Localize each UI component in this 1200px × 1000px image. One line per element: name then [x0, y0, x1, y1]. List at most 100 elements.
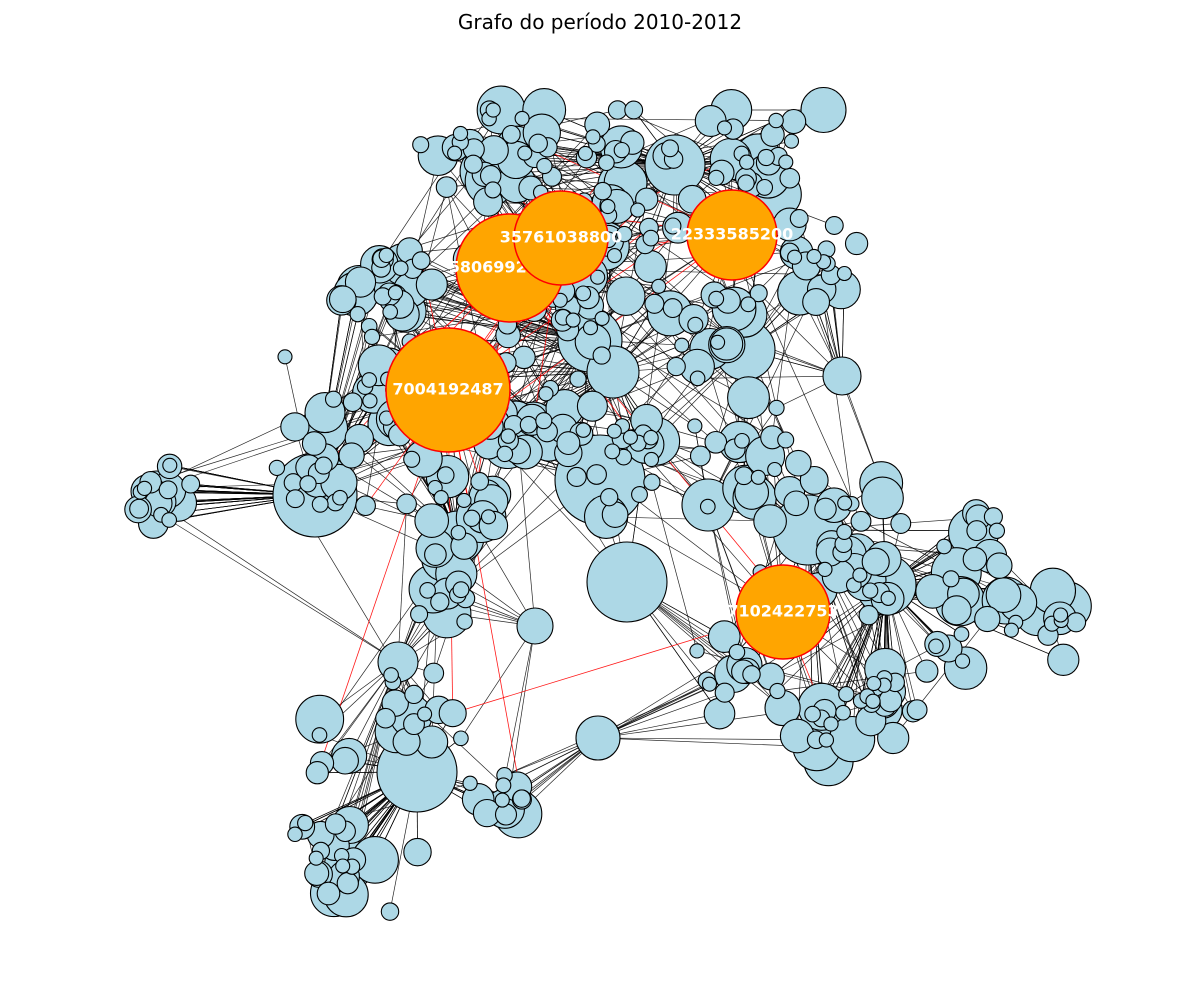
graph-node	[779, 167, 801, 189]
graph-node	[817, 561, 833, 578]
graph-node	[880, 590, 896, 606]
graph-node	[942, 570, 960, 588]
graph-node	[734, 432, 750, 449]
graph-node	[424, 543, 447, 566]
graph-node	[363, 328, 381, 346]
graph-node	[452, 125, 469, 142]
graph-node	[852, 567, 868, 583]
graph-node	[592, 346, 611, 365]
graph-node	[835, 704, 851, 721]
graph-node	[430, 592, 450, 612]
graph-node	[456, 613, 473, 630]
graph-node	[535, 412, 553, 430]
edge	[758, 292, 843, 377]
graph-node	[311, 727, 328, 743]
graph-node	[781, 108, 807, 135]
graph-node	[915, 659, 939, 683]
graph-node	[802, 288, 831, 316]
graph-node	[404, 684, 424, 705]
graph-node	[462, 775, 478, 791]
graph-node	[556, 431, 581, 456]
graph-node	[536, 157, 553, 175]
graph-node	[463, 154, 483, 174]
graph-node	[414, 503, 450, 538]
graph-node	[954, 653, 971, 669]
graph-node	[716, 120, 733, 136]
highlighted-node-label: 35761038800	[500, 228, 622, 247]
graph-node	[417, 706, 433, 722]
nodes-layer	[124, 85, 1092, 921]
highlighted-node-label: 22333585200	[671, 225, 793, 244]
graph-node	[277, 349, 293, 365]
graph-node	[753, 504, 787, 538]
graph-node	[501, 124, 521, 144]
graph-node	[161, 512, 178, 528]
highlighted-edge	[447, 389, 523, 800]
graph-node	[335, 858, 351, 874]
graph-node	[575, 715, 621, 761]
graph-node	[338, 442, 365, 469]
graph-node	[988, 522, 1006, 539]
graph-node	[158, 480, 178, 500]
graph-node	[129, 498, 150, 519]
graph-node	[480, 509, 497, 525]
graph-node	[708, 169, 725, 187]
highlighted-node: 35761038800	[500, 190, 622, 286]
graph-node	[630, 202, 646, 218]
graph-node	[378, 247, 395, 264]
graph-node	[598, 154, 615, 172]
graph-node	[494, 803, 518, 826]
graph-node	[181, 474, 201, 494]
graph-node	[783, 133, 800, 149]
graph-node	[836, 523, 853, 540]
graph-node	[689, 643, 705, 659]
graph-node	[495, 777, 512, 794]
graph-node	[687, 316, 704, 333]
graph-node	[633, 250, 667, 283]
graph-node	[866, 675, 882, 692]
graph-node	[643, 429, 659, 446]
graph-node	[594, 310, 610, 326]
graph-node	[575, 285, 592, 302]
graph-node	[349, 306, 366, 323]
graph-node	[287, 826, 303, 843]
graph-node	[778, 154, 794, 170]
graph-node	[703, 697, 736, 730]
graph-node	[485, 102, 501, 118]
graph-node	[162, 457, 178, 473]
graph-node	[569, 370, 587, 388]
graph-node	[606, 276, 646, 316]
graph-node	[768, 112, 784, 129]
graph-node	[616, 225, 633, 243]
graph-node	[986, 552, 1013, 579]
graph-node	[806, 248, 822, 264]
graph-node	[823, 716, 839, 732]
graph-node	[392, 260, 409, 277]
graph-node	[631, 486, 648, 503]
graph-node	[822, 356, 862, 396]
graph-node	[268, 459, 286, 477]
graph-node	[804, 705, 821, 723]
graph-node	[565, 312, 581, 328]
graph-node	[361, 372, 378, 388]
graph-node	[375, 707, 396, 729]
graph-node	[344, 266, 377, 298]
graph-node	[837, 495, 853, 511]
graph-node	[858, 605, 879, 626]
graph-node	[331, 746, 359, 775]
highlighted-node: 7004192487	[385, 327, 511, 453]
graph-node	[777, 431, 795, 449]
graph-node	[734, 466, 754, 486]
edge	[397, 503, 407, 663]
graph-node	[727, 376, 770, 420]
graph-node	[299, 475, 317, 493]
edge	[597, 651, 738, 739]
edge	[503, 625, 536, 786]
graph-node	[519, 415, 538, 434]
graph-node	[342, 392, 363, 413]
graph-node	[301, 431, 327, 456]
graph-title: Grafo do período 2010-2012	[457, 10, 743, 34]
graph-node	[800, 86, 847, 134]
graph-node	[403, 450, 421, 468]
